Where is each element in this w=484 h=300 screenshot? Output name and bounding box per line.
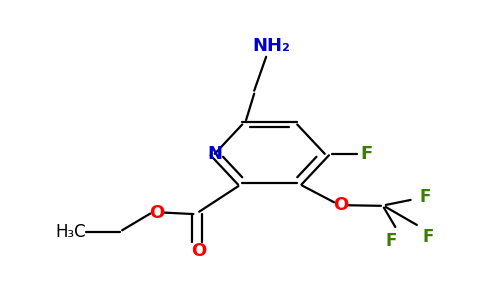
Text: H₃C: H₃C (55, 223, 86, 241)
Text: O: O (150, 204, 165, 222)
Text: O: O (192, 242, 207, 260)
Text: NH₂: NH₂ (252, 38, 290, 56)
Text: F: F (386, 232, 397, 250)
Text: F: F (422, 228, 434, 246)
Text: O: O (333, 196, 348, 214)
Text: N: N (207, 145, 222, 163)
Text: F: F (360, 145, 373, 163)
Text: F: F (419, 188, 431, 206)
